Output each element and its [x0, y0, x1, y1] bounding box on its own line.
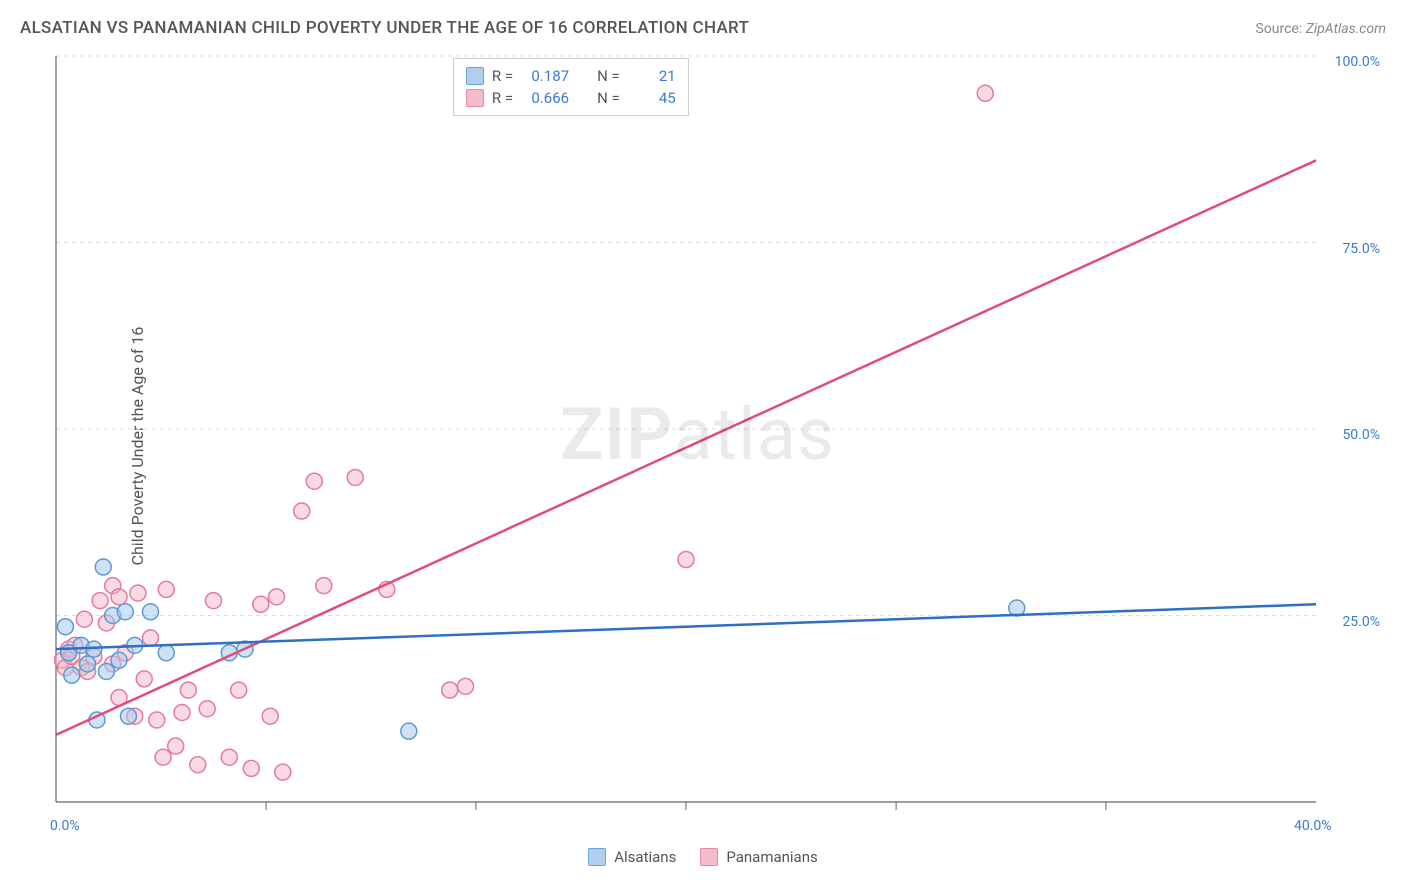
alsatians-point	[98, 663, 114, 679]
legend-label: Alsatians	[614, 848, 676, 866]
panamanians-point	[243, 760, 259, 776]
x-tick-label: 0.0%	[50, 818, 80, 834]
r-value: 0.187	[521, 67, 569, 85]
legend-bottom: Alsatians Panamanians	[0, 848, 1406, 866]
y-tick-label: 25.0%	[1342, 614, 1380, 630]
panamanians-point	[149, 712, 165, 728]
panamanians-point	[275, 764, 291, 780]
panamanians-point	[316, 578, 332, 594]
y-tick-label: 100.0%	[1335, 54, 1380, 70]
alsatians-point	[158, 645, 174, 661]
alsatians-point	[120, 708, 136, 724]
panamanians-point	[458, 678, 474, 694]
panamanians-point	[442, 682, 458, 698]
source-credit: Source: ZipAtlas.com	[1255, 21, 1386, 37]
panamanians-point	[190, 757, 206, 773]
panamanians-point	[92, 593, 108, 609]
panamanians-point	[180, 682, 196, 698]
source-value: ZipAtlas.com	[1306, 21, 1386, 37]
panamanians-point	[143, 630, 159, 646]
alsatians-point	[64, 667, 80, 683]
x-tick-label: 40.0%	[1294, 818, 1332, 834]
alsatians-point	[80, 656, 96, 672]
panamanians-point	[168, 738, 184, 754]
scatter-plot-svg	[54, 48, 1386, 832]
panamanians-point	[155, 749, 171, 765]
panamanians-point	[158, 581, 174, 597]
panamanians-point	[347, 469, 363, 485]
r-label: R =	[492, 89, 513, 107]
source-label: Source:	[1255, 21, 1302, 37]
panamanians-point	[306, 473, 322, 489]
alsatians-point	[117, 604, 133, 620]
panamanians-point	[262, 708, 278, 724]
panamanians-point	[977, 85, 993, 101]
alsatians-point	[111, 652, 127, 668]
alsatians-swatch-icon	[466, 67, 484, 85]
panamanians-point	[111, 589, 127, 605]
legend-item-alsatians: Alsatians	[588, 848, 676, 866]
panamanians-point	[231, 682, 247, 698]
panamanians-point	[199, 701, 215, 717]
alsatians-point	[57, 619, 73, 635]
panamanians-point	[678, 552, 694, 568]
alsatians-trendline	[56, 604, 1316, 649]
y-tick-label: 75.0%	[1342, 241, 1380, 257]
alsatians-point	[95, 559, 111, 575]
alsatians-point	[401, 723, 417, 739]
chart-area: ZIPatlas R =0.187N =21R =0.666N =45 25.0…	[54, 48, 1386, 832]
legend-item-panamanians: Panamanians	[700, 848, 817, 866]
chart-header: ALSATIAN VS PANAMANIAN CHILD POVERTY UND…	[20, 18, 1386, 38]
r-value: 0.666	[521, 89, 569, 107]
panamanians-point	[269, 589, 285, 605]
panamanians-point	[174, 704, 190, 720]
n-value: 21	[628, 67, 676, 85]
panamanians-point	[130, 585, 146, 601]
panamanians-swatch-icon	[466, 89, 484, 107]
legend-label: Panamanians	[726, 848, 817, 866]
correlation-stats-box: R = 0.187 N = 21 R = 0.666 N = 45	[453, 58, 689, 116]
panamanians-point	[221, 749, 237, 765]
n-value: 45	[628, 89, 676, 107]
panamanians-point	[206, 593, 222, 609]
stats-row-panamanians: R = 0.666 N = 45	[466, 87, 676, 109]
panamanians-swatch-icon	[700, 848, 718, 866]
panamanians-trendline	[56, 160, 1316, 734]
alsatians-swatch-icon	[588, 848, 606, 866]
chart-title: ALSATIAN VS PANAMANIAN CHILD POVERTY UND…	[20, 18, 749, 38]
alsatians-point	[143, 604, 159, 620]
r-label: R =	[492, 67, 513, 85]
y-tick-label: 50.0%	[1342, 427, 1380, 443]
panamanians-point	[136, 671, 152, 687]
panamanians-point	[76, 611, 92, 627]
n-label: N =	[597, 89, 620, 107]
panamanians-point	[253, 596, 269, 612]
n-label: N =	[597, 67, 620, 85]
stats-row-alsatians: R = 0.187 N = 21	[466, 65, 676, 87]
panamanians-point	[294, 503, 310, 519]
